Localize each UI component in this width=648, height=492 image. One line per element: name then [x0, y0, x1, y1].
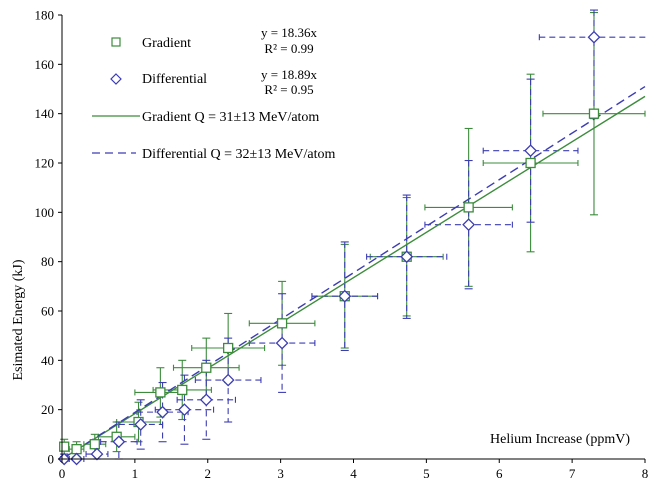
legend-label-differential-fit: Differential Q = 32±13 MeV/atom	[142, 147, 335, 162]
y-tick-label: 160	[35, 57, 55, 72]
differential-point	[221, 373, 235, 387]
x-tick-label: 0	[59, 466, 66, 481]
gradient-fit-equation: y = 18.36x	[261, 25, 318, 40]
legend-marker-gradient	[111, 37, 121, 47]
gradient-point	[177, 384, 188, 396]
differential-point	[587, 30, 601, 44]
differential-point	[156, 405, 169, 419]
x-tick-label: 1	[132, 466, 139, 481]
legend-marker-differential	[110, 73, 122, 85]
x-axis-label: Helium Increase (ppmV)	[490, 432, 630, 447]
x-tick-label: 2	[205, 466, 212, 481]
gradient-fit-line	[61, 95, 646, 460]
gradient-point	[71, 443, 82, 455]
differential-point	[112, 435, 126, 449]
gradient-point	[276, 318, 288, 329]
x-tick-label: 4	[350, 466, 357, 481]
legend-label-differential: Differential	[142, 72, 207, 87]
legend-label-gradient: Gradient	[142, 36, 191, 51]
x-tick-label: 6	[496, 466, 503, 481]
x-tick-label: 5	[423, 466, 430, 481]
legend: Gradient y = 18.36x R² = 0.99 Differenti…	[92, 25, 335, 162]
legend-label-gradient-fit: Gradient Q = 31±13 MeV/atom	[142, 110, 319, 125]
plot-area	[57, 9, 648, 466]
gradient-point	[155, 387, 166, 398]
differential-r-squared: R² = 0.95	[264, 82, 313, 97]
gradient-point	[201, 362, 212, 373]
differential-point	[462, 218, 476, 232]
differential-point	[275, 336, 289, 350]
y-axis-label: Esimated Energy (kJ)	[11, 259, 26, 380]
y-tick-label: 80	[41, 254, 54, 269]
y-tick-label: 40	[41, 353, 54, 368]
gradient-point	[525, 157, 536, 169]
y-tick-label: 180	[35, 8, 55, 23]
y-tick-label: 60	[41, 304, 54, 319]
y-tick-label: 120	[35, 156, 55, 171]
differential-point	[400, 250, 414, 264]
y-tick-label: 140	[35, 106, 55, 121]
differential-point	[134, 418, 148, 431]
gradient-point	[463, 202, 474, 213]
y-tick-label: 0	[48, 452, 55, 467]
differential-point	[199, 393, 213, 407]
gradient-point	[223, 342, 234, 354]
differential-point	[90, 447, 104, 461]
differential-point	[524, 144, 538, 158]
gradient-point	[89, 439, 100, 450]
x-tick-label: 7	[569, 466, 576, 481]
gradient-r-squared: R² = 0.99	[264, 41, 313, 56]
y-tick-label: 20	[41, 402, 54, 417]
y-tick-label: 100	[35, 205, 55, 220]
differential-fit-line	[61, 85, 646, 460]
differential-point	[338, 289, 352, 303]
x-tick-label: 3	[277, 466, 284, 481]
differential-fit-equation: y = 18.89x	[261, 67, 318, 82]
gradient-point	[588, 108, 600, 119]
differential-point	[178, 403, 191, 417]
x-tick-label: 8	[642, 466, 648, 481]
gradient-point	[59, 441, 70, 452]
